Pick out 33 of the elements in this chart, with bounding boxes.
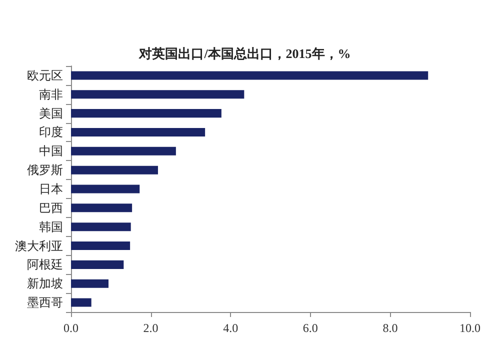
bar [71,71,428,80]
y-tick-label: 俄罗斯 [27,163,63,178]
bar [71,242,130,250]
x-tick-label: 10.0 [460,321,480,335]
bar [71,90,244,99]
bar [71,222,131,232]
x-tick-label: 6.0 [302,321,318,335]
y-tick-label: 中国 [39,144,63,158]
x-tick-label: 4.0 [223,321,238,335]
y-tick-label: 墨西哥 [27,296,63,310]
bar [71,146,176,156]
bar [71,260,124,269]
x-tick-label: 2.0 [143,321,158,335]
bar [71,128,206,136]
y-tick-label: 南非 [39,87,63,102]
bar [71,204,132,212]
y-tick-label: 阿根廷 [27,258,63,272]
bar [71,109,222,118]
x-tick-label: 0.0 [64,321,78,335]
y-tick-label: 印度 [39,125,63,140]
bar [71,279,109,288]
y-tick-label: 日本 [39,182,63,196]
y-tick-label: 巴西 [39,200,63,215]
y-tick-label: 美国 [39,106,63,120]
bar [71,298,92,307]
bar [71,166,158,174]
chart-title: 对英国出口/本国总出口，2015年，% [138,46,351,61]
y-tick-label: 澳大利亚 [15,238,63,253]
y-tick-label: 新加坡 [27,276,63,291]
x-tick-label: 8.0 [382,321,398,335]
y-tick-label: 欧元区 [27,68,63,82]
bar [71,184,140,194]
y-tick-label: 韩国 [39,220,63,234]
